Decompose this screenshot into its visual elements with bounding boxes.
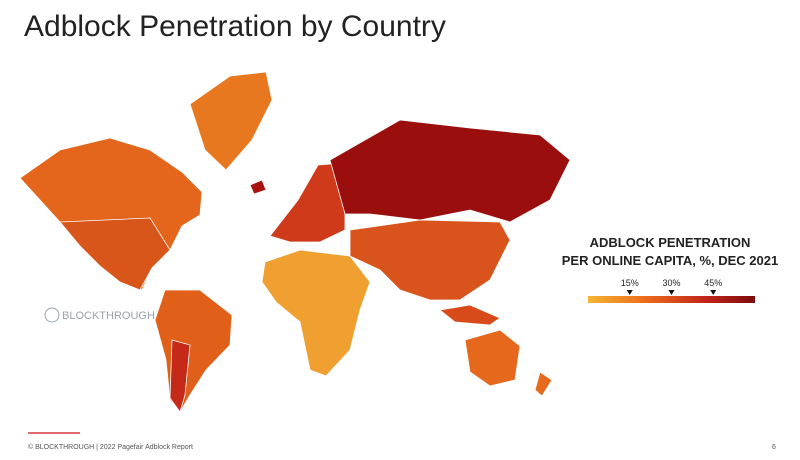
legend-title: PER ONLINE CAPITA, %, DEC 2021 bbox=[562, 253, 778, 268]
footer-source: © BLOCKTHROUGH | 2022 Pagefair Adblock R… bbox=[28, 443, 193, 451]
legend-gradient bbox=[588, 296, 755, 303]
watermark-text: BLOCKTHROUGH bbox=[62, 310, 155, 322]
world-map bbox=[19, 71, 571, 413]
legend-tick-marker bbox=[668, 290, 675, 295]
page-number: 6 bbox=[772, 444, 776, 451]
legend-tick-marker bbox=[710, 290, 717, 295]
watermark: BLOCKTHROUGH bbox=[44, 307, 155, 323]
legend-title: ADBLOCK PENETRATION bbox=[590, 235, 751, 250]
watermark-icon bbox=[44, 307, 60, 323]
legend-tick-label: 30% bbox=[662, 278, 680, 288]
legend-tick-label: 15% bbox=[621, 278, 639, 288]
legend: ADBLOCK PENETRATION PER ONLINE CAPITA, %… bbox=[562, 235, 778, 303]
legend-tick-label: 45% bbox=[704, 278, 722, 288]
legend-tick-marker bbox=[626, 290, 633, 295]
title: Adblock Penetration by Country bbox=[24, 10, 446, 43]
